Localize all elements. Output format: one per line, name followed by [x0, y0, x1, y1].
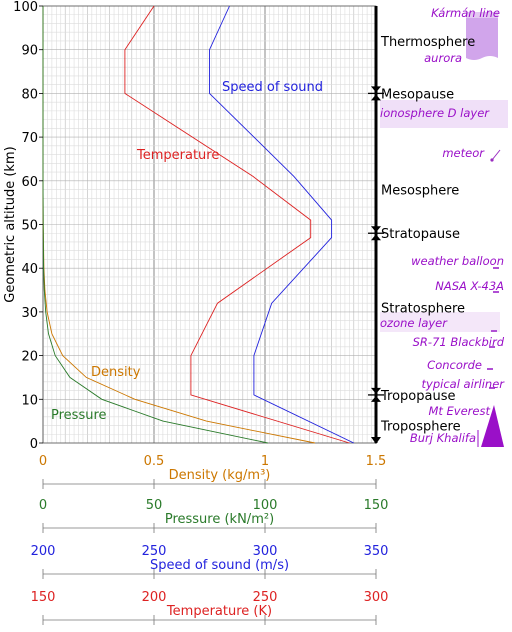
y-tick-label: 0 [30, 437, 38, 452]
craft-marker [493, 291, 499, 293]
series-lines [42, 5, 354, 444]
axis-tick-label: 50 [146, 498, 163, 513]
y-tick-label: 40 [21, 262, 38, 277]
boundary-arrow-bottom [371, 234, 381, 241]
layer-label: Stratosphere [381, 302, 465, 317]
axis-tick-label: 200 [142, 590, 167, 605]
annotation-label: meteor [442, 146, 485, 160]
ozone-band [380, 312, 500, 332]
axis-tick-label: 1.5 [366, 454, 387, 469]
y-axis: 0 10 20 30 40 50 60 70 80 90 100 Geometric altitude… [3, 0, 43, 452]
annotation-label: ionosphere D layer [380, 106, 490, 120]
series-labels: Temperature Speed of sound Density Pressure [51, 80, 323, 423]
y-tick-label: 90 [21, 44, 38, 59]
y-tick-label: 10 [21, 393, 38, 408]
y-tick-label: 30 [21, 306, 38, 321]
layer-label: Tropopause [380, 389, 455, 404]
series-label: Density [91, 365, 141, 380]
axis-tick-label: 300 [253, 544, 278, 559]
axis-tick-label: 0.5 [144, 454, 165, 469]
layer-label: Troposphere [380, 420, 461, 435]
layer-label: Mesosphere [381, 184, 459, 199]
series-label: Temperature [136, 148, 219, 163]
layer-label: Thermosphere [380, 35, 475, 50]
boundary-arrow-top [371, 226, 381, 233]
series-line-speed-of-sound [209, 5, 354, 444]
craft-marker [489, 346, 495, 348]
boundary-arrow-bottom [371, 94, 381, 101]
ionosphere-band [380, 100, 508, 128]
annotation-label: typical airliner [422, 377, 506, 391]
craft-marker [491, 330, 497, 332]
boundary-arrow-top [371, 387, 381, 394]
axis-tick-label: 100 [253, 498, 278, 513]
troposphere-arrow [371, 437, 381, 444]
craft-marker [487, 368, 493, 370]
axis-tick-label: 200 [31, 544, 56, 559]
bottom-axes: 0 0.5 1 1.5 Density (kg/m³) 0 50 100 150 Pressure… [31, 454, 389, 625]
layer-column: Thermosphere Mesopause Mesosphere Stratopau… [368, 6, 508, 447]
y-tick-label: 60 [21, 175, 38, 190]
annotation-label: Burj Khalifa [410, 431, 476, 445]
y-tick-label: 20 [21, 350, 38, 365]
series-label: Pressure [51, 408, 107, 423]
axis-tick-label: 250 [142, 544, 167, 559]
annotation-label: Concorde [427, 358, 482, 372]
everest-icon [481, 405, 504, 447]
aurora-band [466, 12, 498, 60]
meteor-head [490, 158, 494, 162]
axis-title-temperature: Temperature (K) [166, 604, 272, 619]
series-line-temperature [124, 5, 350, 444]
series-label: Speed of sound [222, 80, 323, 95]
axis-tick-label: 350 [364, 544, 389, 559]
craft-marker [493, 267, 499, 269]
annotation-label: aurora [424, 51, 462, 65]
craft-marker [489, 387, 495, 389]
axis-tick-label: 0 [39, 454, 47, 469]
layer-label: Mesopause [381, 87, 454, 102]
annotation-label: SR-71 Blackbird [413, 335, 505, 349]
axis-tick-label: 250 [253, 590, 278, 605]
annotation-label: ozone layer [380, 316, 448, 330]
meteor-streak [491, 149, 501, 161]
axis-title-density: Density (kg/m³) [169, 468, 271, 483]
series-line-pressure [42, 6, 268, 444]
annotation-label: Mt Everest [428, 404, 490, 418]
boundary-arrow-bottom [371, 395, 381, 402]
axis-tick-label: 0 [39, 498, 47, 513]
y-tick-label: 50 [21, 219, 38, 234]
annotation-label: Kármán line [431, 6, 500, 20]
layer-label: Stratopause [381, 227, 460, 242]
axis-tick-label: 150 [31, 590, 56, 605]
axis-tick-label: 300 [364, 590, 389, 605]
y-axis-label: Geometric altitude (km) [3, 146, 18, 302]
axis-title-pressure: Pressure (kN/m²) [165, 512, 274, 527]
y-tick-label: 80 [21, 87, 38, 102]
y-tick-label: 100 [13, 0, 38, 15]
axis-tick-label: 150 [364, 498, 389, 513]
y-tick-label: 70 [21, 131, 38, 146]
annotation-label: weather balloon [411, 254, 504, 268]
karman-marker [466, 12, 498, 18]
annotation-label: NASA X-43A [435, 279, 504, 293]
boundary-arrow-top [371, 86, 381, 93]
aurora-shape [466, 16, 498, 60]
axis-tick-label: 1 [261, 454, 269, 469]
axis-title-sound: Speed of sound (m/s) [150, 558, 289, 573]
